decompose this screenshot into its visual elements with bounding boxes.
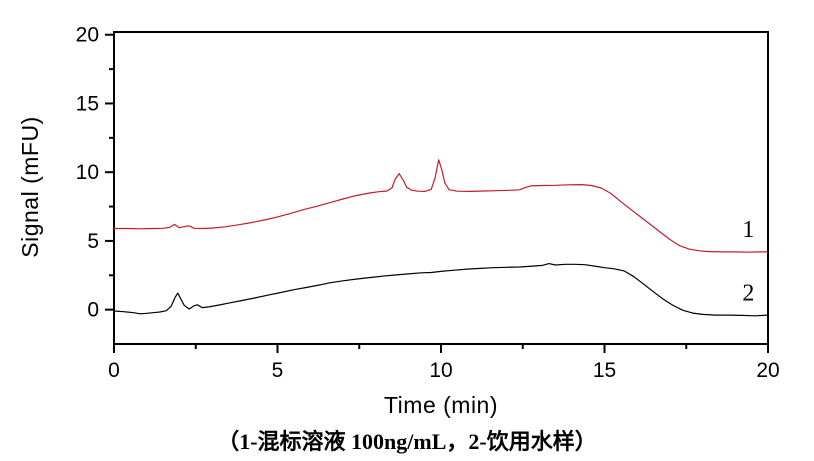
curve-label-2: 2 — [742, 280, 754, 306]
x-tick-label: 15 — [593, 359, 616, 382]
y-tick-label: 0 — [87, 299, 99, 322]
y-tick-label: 15 — [76, 92, 99, 115]
y-axis-title: Signal (mFU) — [17, 116, 43, 258]
series-1-trace — [113, 159, 769, 253]
x-tick-label: 5 — [272, 359, 284, 382]
curve-label-1: 1 — [742, 217, 754, 243]
y-tick-label: 20 — [76, 24, 99, 47]
x-tick-label: 0 — [108, 359, 120, 382]
y-tick-label: 10 — [76, 161, 99, 184]
x-tick-label: 20 — [756, 359, 779, 382]
plot-frame — [113, 31, 769, 345]
x-axis-title: Time (min) — [383, 392, 499, 418]
x-tick-label: 10 — [429, 359, 452, 382]
series-2-trace — [113, 263, 769, 317]
figure-caption: （1-混标溶液 100ng/mL，2-饮用水样） — [217, 429, 597, 454]
y-tick-label: 5 — [87, 230, 99, 253]
